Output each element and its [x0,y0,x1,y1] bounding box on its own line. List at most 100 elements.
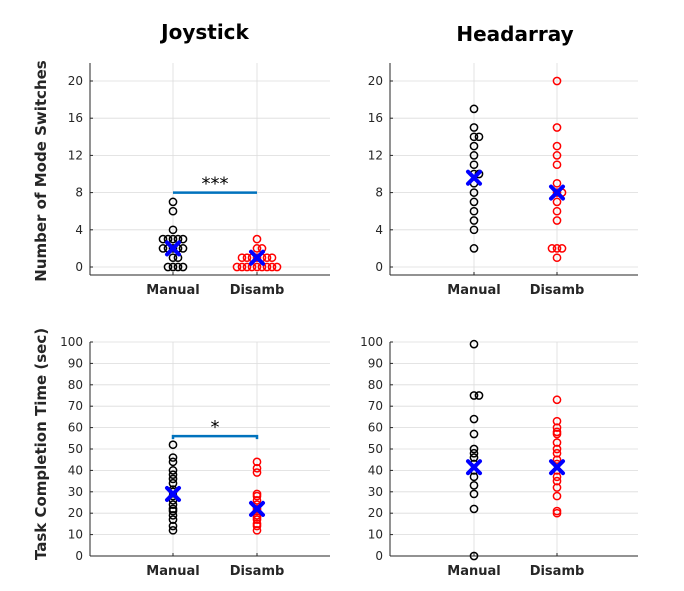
data-point-manual [168,244,178,253]
data-point-manual [469,489,479,499]
y-tick-label: 40 [368,463,383,477]
column-title-joystick: Joystick [159,20,249,44]
significance-label: * [211,417,220,438]
data-point-disamb [552,123,562,132]
data-point-disamb [252,521,262,531]
data-point-manual [168,506,178,516]
data-point-manual [469,472,479,482]
x-tick-label-manual: Manual [447,283,500,298]
data-point-manual [168,457,178,467]
mean-marker-manual [165,485,181,502]
data-point-disamb [272,262,282,272]
data-point-disamb [552,395,562,405]
x-tick-label-manual: Manual [146,564,199,579]
data-point-manual [469,429,479,439]
y-tick-label: 0 [75,260,83,274]
y-tick-label: 0 [375,549,383,563]
data-point-manual [168,466,178,475]
data-point-manual [469,197,479,207]
data-point-manual [168,206,178,216]
x-tick-label-disamb: Disamb [230,564,285,579]
y-tick-label: 60 [68,421,83,435]
y-tick-label: 20 [68,74,83,88]
y-tick-label: 80 [368,378,383,392]
panel-1: 0 4 8 12 16 20 Manual Disamb [368,63,638,298]
y-tick-label: 20 [368,506,383,520]
panel-2: 0 10 20 30 40 50 60 70 80 90 100 Manual Disamb * [60,335,330,579]
y-tick-label: 60 [368,421,383,435]
data-point-disamb [252,244,262,253]
data-point-disamb [252,515,262,524]
data-point-disamb [552,483,562,492]
data-point-disamb [552,455,562,465]
data-point-manual [469,504,479,514]
y-tick-label: 100 [360,335,383,349]
panel-0: 0 4 8 12 16 20 Manual Disamb *** [68,63,330,298]
data-point-manual [469,216,479,225]
data-point-manual [469,104,479,114]
data-point-manual [469,551,479,561]
column-title-headarray: Headarray [456,22,573,46]
data-point-manual [469,206,479,216]
data-point-disamb [252,457,262,467]
data-point-disamb [552,444,562,454]
y-tick-label: 70 [368,399,383,413]
y-tick-label: 50 [368,442,383,456]
y-tick-label: 70 [68,399,83,413]
y-tick-label: 10 [68,528,83,542]
x-tick-label-disamb: Disamb [530,283,585,298]
data-point-manual [469,123,479,132]
significance-line [171,434,259,440]
significance-label: *** [202,174,229,195]
data-point-disamb [552,429,562,439]
data-point-disamb [232,262,242,272]
data-point-manual [168,474,178,484]
data-point-manual [168,500,178,509]
data-point-manual [469,188,479,197]
y-tick-label: 12 [68,148,83,162]
mean-stroke [165,485,181,502]
data-point-disamb [552,448,562,458]
data-point-disamb [237,253,247,263]
data-point-manual [168,521,178,531]
data-point-disamb [552,160,562,170]
data-point-manual [469,160,479,170]
data-point-disamb [557,244,567,253]
y-tick-label: 90 [368,356,383,370]
data-point-disamb [262,262,272,272]
y-tick-label: 20 [68,506,83,520]
data-point-manual [469,225,479,235]
y-tick-label: 0 [75,549,83,563]
data-point-manual [469,141,479,151]
data-point-disamb [252,253,262,263]
data-point-manual [469,244,479,253]
mean-marker-disamb [249,500,265,517]
y-tick-label: 10 [368,528,383,542]
x-tick-label-manual: Manual [447,564,500,579]
significance-bracket: *** [173,174,257,195]
data-point-disamb [552,76,562,86]
mean-stroke [249,500,265,517]
y-tick-label: 20 [368,74,383,88]
data-point-manual [168,510,178,520]
data-point-manual [168,225,178,235]
data-point-disamb [552,197,562,207]
y-tick-label: 8 [375,186,383,200]
data-point-disamb [552,141,562,151]
data-point-manual [168,253,178,263]
mean-stroke [549,184,565,201]
data-point-disamb [552,151,562,160]
data-point-manual [173,262,183,272]
data-point-disamb [267,253,277,263]
data-point-manual [168,453,178,462]
data-point-disamb [242,262,252,272]
mean-stroke [165,240,181,257]
y-tick-label: 12 [368,148,383,162]
data-point-disamb [552,416,562,426]
y-tick-label: 100 [60,335,83,349]
mean-stroke [549,459,565,476]
x-tick-label-disamb: Disamb [230,283,285,298]
data-point-disamb [252,496,262,505]
mean-marker-manual [466,169,482,186]
data-point-manual [469,453,479,462]
